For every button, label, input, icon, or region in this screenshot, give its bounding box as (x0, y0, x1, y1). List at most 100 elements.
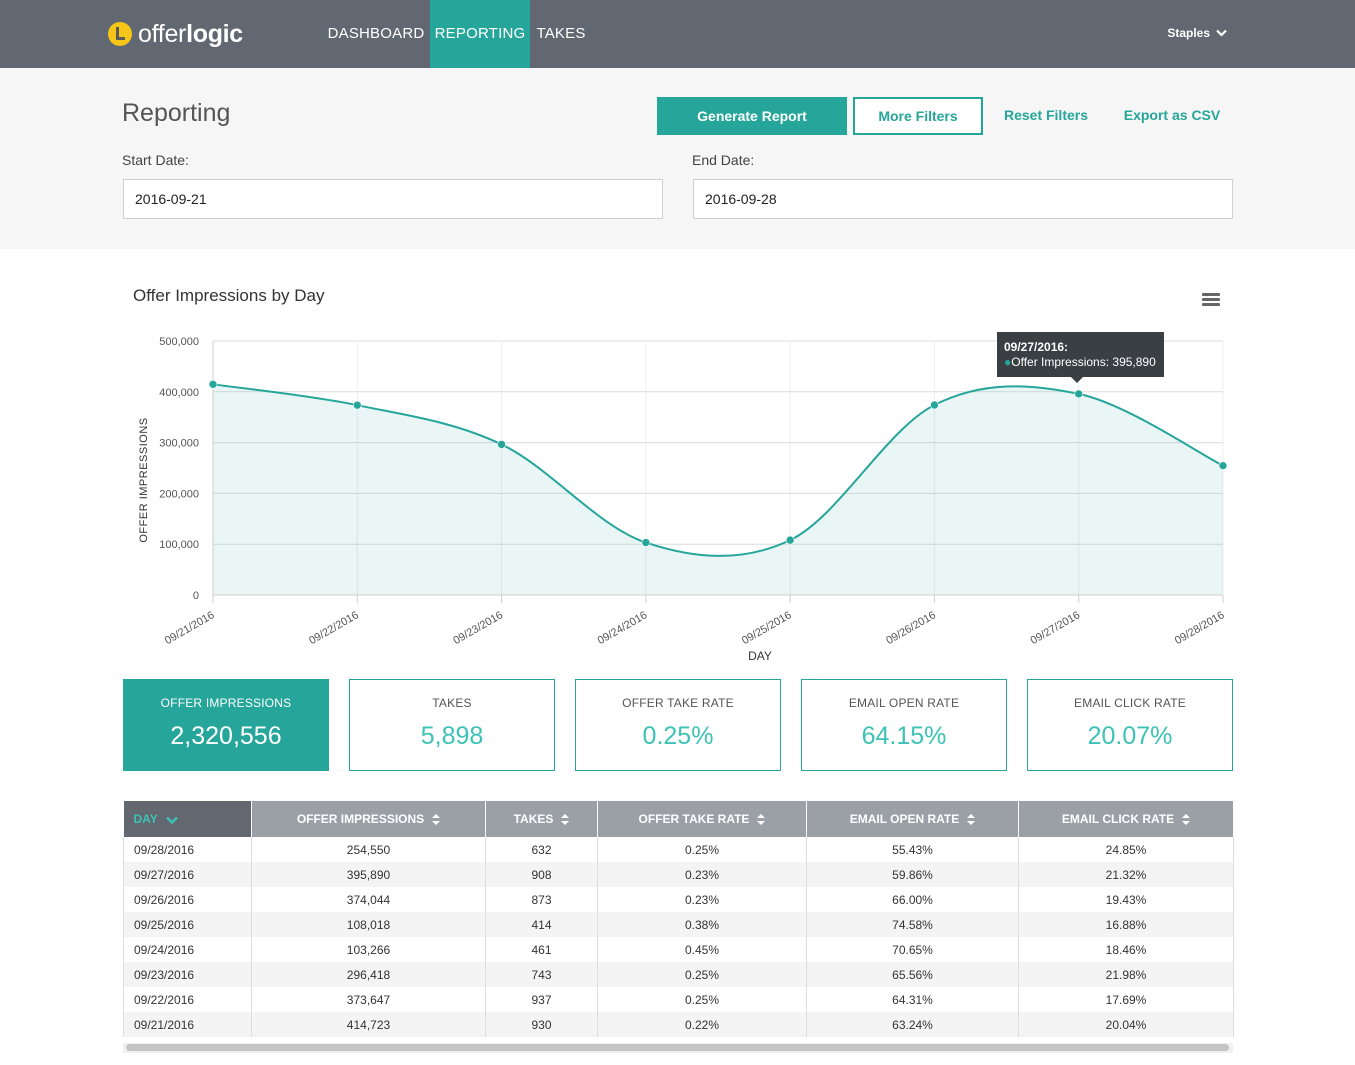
export-csv-link[interactable]: Export as CSV (1123, 107, 1221, 123)
table-cell: 09/21/2016 (123, 1012, 252, 1037)
stat-card-takes[interactable]: TAKES 5,898 (349, 679, 555, 771)
y-tick-label: 500,000 (159, 336, 199, 348)
data-point (1218, 461, 1228, 470)
data-point (497, 440, 506, 449)
offerlogic-logo[interactable]: offerlogic (108, 20, 243, 48)
table-cell: 55.43% (806, 837, 1019, 862)
table-cell: 103,266 (251, 937, 486, 962)
logo-wordmark: offerlogic (138, 19, 243, 48)
stat-card-offer-take-rate[interactable]: OFFER TAKE RATE 0.25% (575, 679, 781, 771)
data-point (1074, 389, 1084, 399)
table-row: 09/26/2016 374,044 873 0.23% 66.00% 19.43% (123, 887, 1234, 912)
table-row: 09/23/2016 296,418 743 0.25% 65.56% 21.98% (123, 962, 1234, 987)
chart-menu-icon[interactable] (1202, 293, 1220, 308)
stat-value: 2,320,556 (170, 722, 282, 750)
table-cell: 20.04% (1018, 1012, 1234, 1037)
table-row: 09/27/2016 395,890 908 0.23% 59.86% 21.32% (123, 862, 1234, 887)
table-cell: 873 (485, 887, 598, 912)
stat-card-email-click-rate[interactable]: EMAIL CLICK RATE 20.07% (1027, 679, 1233, 771)
table-cell: 908 (485, 862, 598, 887)
table-cell: 373,647 (251, 987, 486, 1012)
generate-report-button[interactable]: Generate Report (657, 97, 847, 135)
stat-value: 0.25% (642, 722, 714, 750)
stat-card-offer-impressions[interactable]: OFFER IMPRESSIONS 2,320,556 (123, 679, 329, 771)
end-date-label: End Date: (692, 152, 755, 168)
x-tick-label: 09/27/2016 (1029, 609, 1083, 647)
x-tick-label: 09/25/2016 (740, 609, 794, 647)
table-cell: 64.31% (806, 987, 1019, 1012)
data-point (352, 400, 362, 410)
end-date-input[interactable] (693, 179, 1233, 219)
stat-value: 64.15% (861, 722, 947, 750)
series-area (213, 384, 1223, 595)
sort-icon (1182, 814, 1191, 826)
stat-value: 20.07% (1087, 722, 1173, 750)
table-cell: 743 (485, 962, 598, 987)
data-point (641, 538, 651, 547)
column-header-day[interactable]: DAY (123, 801, 252, 837)
table-cell: 59.86% (806, 862, 1019, 887)
start-date-label: Start Date: (122, 152, 189, 168)
report-table: DAY OFFER IMPRESSIONS TAKES OFFER TAKE RATE… (123, 801, 1234, 1037)
filter-panel: Reporting Generate Report More Filters R… (0, 68, 1355, 249)
table-header-row: DAY OFFER IMPRESSIONS TAKES OFFER TAKE RATE… (123, 801, 1234, 837)
account-menu[interactable]: Staples (1167, 26, 1227, 40)
column-header-email-click-rate[interactable]: EMAIL CLICK RATE (1018, 801, 1234, 837)
sort-icon (757, 814, 766, 826)
column-header-takes[interactable]: TAKES (485, 801, 598, 837)
sort-icon (967, 814, 976, 826)
stat-label: OFFER IMPRESSIONS (160, 696, 292, 710)
table-cell: 108,018 (251, 912, 486, 937)
table-cell: 414,723 (251, 1012, 486, 1037)
column-header-email-open-rate[interactable]: EMAIL OPEN RATE (806, 801, 1019, 837)
table-cell: 18.46% (1018, 937, 1234, 962)
table-cell: 254,550 (251, 837, 486, 862)
table-cell: 09/22/2016 (123, 987, 252, 1012)
impressions-chart: 0 100,000 200,000 300,000 400,000 500,000 09/2… (138, 336, 1228, 663)
chart-tooltip: 09/27/2016: ●Offer Impressions: 395,890 (997, 332, 1164, 383)
scrollbar-thumb[interactable] (126, 1044, 1229, 1051)
table-cell: 0.23% (597, 862, 807, 887)
table-cell: 70.65% (806, 937, 1019, 962)
data-point (208, 380, 218, 389)
nav-dashboard[interactable]: DASHBOARD (327, 25, 425, 42)
y-tick-label: 100,000 (159, 539, 199, 551)
stat-card-email-open-rate[interactable]: EMAIL OPEN RATE 64.15% (801, 679, 1007, 771)
y-tick-label: 300,000 (159, 438, 199, 450)
column-header-label: OFFER IMPRESSIONS (296, 812, 425, 826)
table-cell: 0.25% (597, 962, 807, 987)
column-header-offer-take-rate[interactable]: OFFER TAKE RATE (597, 801, 807, 837)
table-cell: 930 (485, 1012, 598, 1037)
table-cell: 0.45% (597, 937, 807, 962)
start-date-input[interactable] (123, 179, 663, 219)
horizontal-scrollbar[interactable] (123, 1043, 1233, 1053)
column-header-label: EMAIL CLICK RATE (1061, 812, 1175, 826)
column-header-label: TAKES (513, 812, 554, 826)
sort-icon (432, 814, 441, 826)
x-tick-label: 09/22/2016 (307, 609, 361, 647)
table-row: 09/24/2016 103,266 461 0.45% 70.65% 18.46% (123, 937, 1234, 962)
data-point (785, 535, 795, 545)
tooltip-date: 09/27/2016: (1004, 340, 1069, 354)
column-header-label: EMAIL OPEN RATE (849, 812, 960, 826)
x-tick-label: 09/21/2016 (163, 609, 217, 647)
y-axis-title: OFFER IMPRESSIONS (138, 417, 150, 542)
reset-filters-link[interactable]: Reset Filters (1003, 107, 1089, 123)
data-point (930, 400, 939, 410)
more-filters-button[interactable]: More Filters (853, 97, 983, 135)
table-cell: 21.32% (1018, 862, 1234, 887)
table-cell: 0.25% (597, 987, 807, 1012)
table-cell: 16.88% (1018, 912, 1234, 937)
nav-reporting[interactable]: REPORTING (430, 0, 530, 68)
table-cell: 09/28/2016 (123, 837, 252, 862)
column-header-offer-impressions[interactable]: OFFER IMPRESSIONS (251, 801, 486, 837)
x-tick-label: 09/24/2016 (596, 609, 650, 647)
series-line (212, 383, 1224, 557)
table-cell: 09/26/2016 (123, 887, 252, 912)
table-cell: 937 (485, 987, 598, 1012)
y-tick-label: 400,000 (159, 387, 199, 399)
nav-takes[interactable]: TAKES (536, 25, 586, 42)
table-cell: 374,044 (251, 887, 486, 912)
chart-title: Offer Impressions by Day (133, 286, 325, 305)
table-cell: 65.56% (806, 962, 1019, 987)
